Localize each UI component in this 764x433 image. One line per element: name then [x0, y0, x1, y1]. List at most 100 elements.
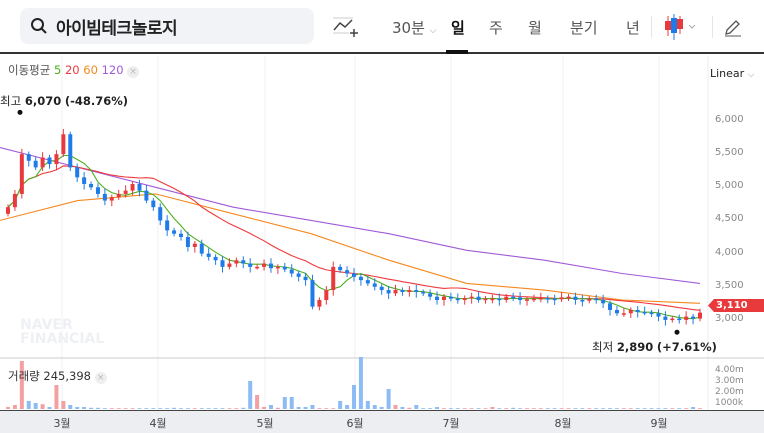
price-chart[interactable] — [0, 56, 764, 410]
candle-body — [511, 296, 516, 299]
volume-bar — [372, 405, 377, 409]
candle-body — [614, 309, 619, 314]
tab-day[interactable]: 일 — [451, 19, 465, 37]
tab-month[interactable]: 월 — [528, 19, 542, 37]
volume-bar — [518, 408, 523, 409]
candle-body — [54, 154, 59, 165]
candle-body — [61, 134, 66, 155]
candle-body — [185, 237, 190, 247]
candle-body — [497, 298, 502, 301]
candle-body — [462, 298, 467, 301]
pencil-icon[interactable] — [723, 17, 743, 37]
volume-bar — [476, 408, 481, 409]
volume-bar — [165, 408, 170, 409]
candle-body — [241, 260, 246, 264]
close-icon[interactable]: × — [94, 372, 107, 384]
volume-bar — [684, 408, 689, 409]
volume-bar — [573, 408, 578, 409]
volume-bar — [192, 408, 197, 409]
high-annotation: 최고 6,070 (-48.76%) — [0, 94, 129, 108]
close-icon[interactable]: × — [127, 66, 140, 78]
volume-bar — [649, 408, 654, 409]
volume-bar — [538, 408, 543, 409]
ma60-label: 60 — [83, 63, 98, 77]
volume-bar — [40, 404, 45, 409]
ma60-line — [0, 193, 701, 304]
candle-body — [89, 183, 94, 188]
candle-body — [691, 316, 696, 319]
candle-type-icon[interactable] — [664, 14, 700, 40]
volume-bar — [268, 405, 273, 409]
stock-search-input[interactable]: 아이빔테크놀로지 — [20, 8, 314, 44]
candle-body — [68, 134, 73, 168]
candle-body — [559, 297, 564, 300]
candle-body — [621, 313, 626, 315]
volume-bar — [47, 407, 52, 409]
volume-bar — [435, 407, 440, 409]
volume-bar — [559, 408, 564, 409]
tab-week[interactable]: 주 — [489, 19, 503, 37]
volume-bar — [248, 381, 253, 409]
volume-bar — [635, 408, 640, 409]
volume-bar — [677, 408, 682, 409]
x-tick-label: 8월 — [554, 417, 572, 430]
candle-body — [248, 263, 253, 267]
volume-bar — [393, 405, 398, 409]
candle-body — [255, 266, 260, 269]
volume-bar — [206, 408, 211, 409]
candle-body — [684, 316, 689, 320]
interval-label: 30분 — [392, 19, 425, 37]
candle-body — [698, 312, 702, 319]
candle-body — [144, 190, 149, 201]
volume-bar — [614, 408, 619, 409]
candle-body — [670, 318, 675, 321]
tab-quarter[interactable]: 분기 — [570, 19, 598, 37]
volume-bar — [61, 401, 66, 409]
candle-body — [275, 266, 280, 269]
candle-body — [580, 300, 585, 302]
candle-body — [123, 190, 128, 194]
interval-dropdown[interactable]: 30분 ⌵ — [392, 17, 437, 38]
candle-body — [421, 292, 426, 294]
candle-body — [642, 311, 647, 314]
volume-bar — [608, 408, 613, 409]
candle-body — [649, 312, 654, 315]
stock-name: 아이빔테크놀로지 — [56, 18, 178, 39]
candle-body — [455, 298, 460, 301]
volume-bar — [670, 408, 675, 409]
volume-bar — [213, 408, 218, 409]
volume-bar — [698, 408, 702, 409]
volume-bar — [89, 407, 94, 409]
tab-year[interactable]: 년 — [626, 19, 640, 37]
y-tick-label: 3,500 — [715, 279, 744, 291]
volume-tick: 4.00m — [715, 365, 744, 375]
toolbar: 아이빔테크놀로지 30분 ⌵ 일 주 월 분기 년 — [0, 0, 764, 54]
volume-bar — [407, 407, 412, 409]
volume-tick: 1000k — [715, 398, 744, 408]
volume-bar — [594, 408, 599, 409]
volume-bar — [262, 407, 267, 409]
volume-bar — [289, 397, 294, 409]
volume-bar — [317, 408, 322, 409]
volume-bar — [441, 408, 446, 409]
add-indicator-icon[interactable] — [333, 16, 359, 38]
volume-bar — [102, 408, 107, 409]
candle-body — [435, 296, 440, 301]
volume-bar — [54, 385, 59, 409]
volume-bar — [310, 405, 315, 409]
volume-bar — [352, 385, 356, 409]
volume-bar — [531, 408, 536, 409]
current-price-tag: 3,110 — [708, 299, 764, 312]
active-tab-indicator — [446, 50, 468, 54]
candle-body — [116, 193, 121, 198]
candle-body — [12, 193, 17, 208]
volume-bar — [663, 408, 668, 409]
scale-dropdown[interactable]: Linear ⌵ — [710, 67, 755, 80]
volume-bar — [483, 408, 488, 409]
candle-body — [525, 299, 529, 301]
volume-bar — [151, 408, 156, 409]
volume-tick: 2.00m — [715, 387, 744, 397]
volume-bar — [345, 405, 350, 409]
volume-bar — [642, 408, 647, 409]
x-tick-label: 6월 — [346, 417, 364, 430]
